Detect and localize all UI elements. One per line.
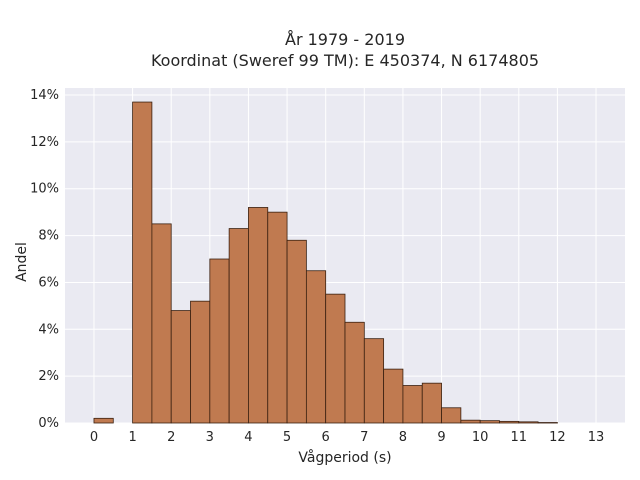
y-axis-label: Andel: [14, 242, 30, 282]
x-tick-label: 10: [472, 430, 489, 445]
histogram-bar: [132, 101, 153, 424]
histogram-bar: [93, 417, 114, 424]
x-tick-label: 4: [244, 430, 252, 445]
y-tick-label: 0%: [38, 416, 59, 431]
histogram-bar: [402, 385, 423, 424]
x-tick-label: 1: [128, 430, 136, 445]
y-tick-label: 2%: [38, 369, 59, 384]
x-tick-label: 0: [90, 430, 98, 445]
histogram-bar: [305, 270, 327, 424]
x-tick-label: 8: [399, 430, 407, 445]
histogram-bar: [537, 422, 558, 424]
y-tick-label: 10%: [30, 182, 59, 197]
histogram-bar: [325, 293, 346, 424]
x-tick-label: 3: [206, 430, 214, 445]
histogram-bar: [499, 420, 520, 424]
x-tick-label: 6: [322, 430, 330, 445]
x-tick-label: 13: [588, 430, 605, 445]
x-tick-label: 12: [549, 430, 566, 445]
x-tick-labels: 0 1 2 3 4 5 6 7 8 9 10 11 12 13: [90, 430, 604, 445]
histogram-bar: [441, 407, 462, 424]
histogram-bar: [344, 321, 365, 424]
chart-title-line2: Koordinat (Sweref 99 TM): E 450374, N 61…: [151, 51, 539, 70]
bars: [93, 101, 558, 424]
chart-title-line1: År 1979 - 2019: [285, 30, 405, 49]
histogram-bar: [286, 239, 307, 424]
y-tick-label: 12%: [30, 135, 59, 150]
y-tick-label: 14%: [30, 88, 59, 103]
histogram-bar: [190, 300, 211, 424]
histogram-bar: [460, 419, 481, 424]
x-axis-label: Vågperiod (s): [298, 449, 391, 466]
y-tick-labels: 0% 2% 4% 6% 8% 10% 12% 14%: [30, 88, 59, 431]
histogram-bar: [170, 310, 191, 424]
histogram-bar: [248, 207, 269, 424]
histogram-bar: [151, 223, 172, 424]
histogram-bar: [479, 420, 500, 424]
histogram-bar: [267, 211, 288, 424]
y-tick-label: 6%: [38, 275, 59, 290]
histogram-bar: [209, 258, 230, 424]
histogram-bar: [518, 421, 539, 424]
x-tick-label: 5: [283, 430, 291, 445]
histogram-bar: [363, 338, 385, 424]
x-tick-label: 11: [511, 430, 528, 445]
x-tick-label: 9: [437, 430, 445, 445]
histogram-bar: [383, 368, 404, 424]
histogram-bar: [228, 228, 249, 424]
histogram-bar: [421, 382, 442, 424]
y-tick-label: 8%: [38, 229, 59, 244]
x-tick-label: 2: [167, 430, 175, 445]
x-tick-label: 7: [360, 430, 368, 445]
y-tick-label: 4%: [38, 322, 59, 337]
